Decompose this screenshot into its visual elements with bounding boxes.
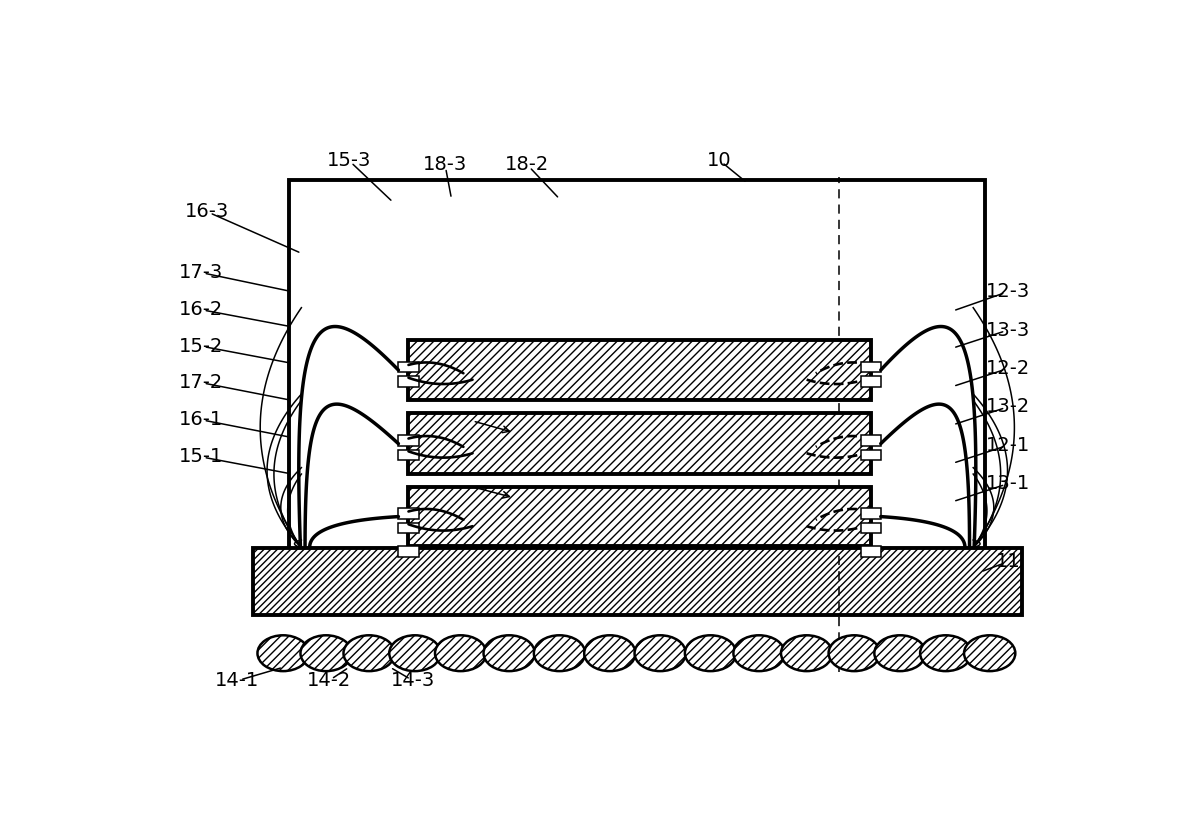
Text: 15-3: 15-3 [327, 151, 371, 170]
Text: 15-1: 15-1 [178, 447, 223, 466]
Circle shape [534, 635, 585, 671]
Bar [253, 548, 1022, 615]
Bar [398, 435, 418, 445]
Circle shape [829, 635, 880, 671]
Bar [398, 361, 418, 372]
Bar [409, 487, 870, 546]
Circle shape [920, 635, 971, 671]
Bar [861, 450, 881, 460]
Text: 12-1: 12-1 [986, 435, 1030, 455]
Circle shape [483, 635, 535, 671]
Text: 14-3: 14-3 [391, 671, 435, 691]
Bar [398, 376, 418, 386]
Text: 16-2: 16-2 [178, 300, 223, 319]
Bar [253, 548, 1022, 615]
Bar [409, 487, 870, 546]
Circle shape [344, 635, 394, 671]
Circle shape [435, 635, 487, 671]
Bar [861, 509, 881, 519]
Text: 10: 10 [707, 151, 732, 170]
Text: 14-2: 14-2 [307, 671, 351, 691]
Bar [409, 413, 870, 474]
Text: 18-2: 18-2 [505, 155, 549, 175]
Text: 14-1: 14-1 [215, 671, 260, 691]
Bar [861, 546, 881, 557]
Bar [861, 376, 881, 386]
Text: 18-3: 18-3 [423, 155, 468, 175]
Text: 15-2: 15-2 [178, 337, 223, 356]
Circle shape [964, 635, 1016, 671]
Text: 17-2: 17-2 [178, 373, 223, 392]
Text: 16-1: 16-1 [178, 411, 223, 429]
Circle shape [390, 635, 441, 671]
Circle shape [685, 635, 736, 671]
Text: 17-3: 17-3 [178, 263, 223, 282]
Bar [409, 413, 870, 474]
Circle shape [257, 635, 308, 671]
Circle shape [585, 635, 635, 671]
Text: 16-3: 16-3 [185, 202, 229, 221]
Bar [289, 179, 985, 558]
Bar [398, 450, 418, 460]
Bar [398, 546, 418, 557]
Text: 13-3: 13-3 [986, 321, 1030, 340]
Circle shape [300, 635, 352, 671]
Bar [409, 340, 870, 401]
Bar [861, 435, 881, 445]
Circle shape [733, 635, 784, 671]
Text: 12-3: 12-3 [986, 283, 1030, 301]
Text: 13-2: 13-2 [986, 397, 1030, 416]
Text: 12-2: 12-2 [986, 359, 1030, 378]
Bar [398, 509, 418, 519]
Circle shape [634, 635, 686, 671]
Circle shape [874, 635, 926, 671]
Text: 11: 11 [996, 553, 1020, 571]
Text: 13-1: 13-1 [986, 475, 1030, 493]
Bar [861, 523, 881, 534]
Bar [398, 523, 418, 534]
Bar [861, 361, 881, 372]
Circle shape [781, 635, 833, 671]
Bar [409, 340, 870, 401]
